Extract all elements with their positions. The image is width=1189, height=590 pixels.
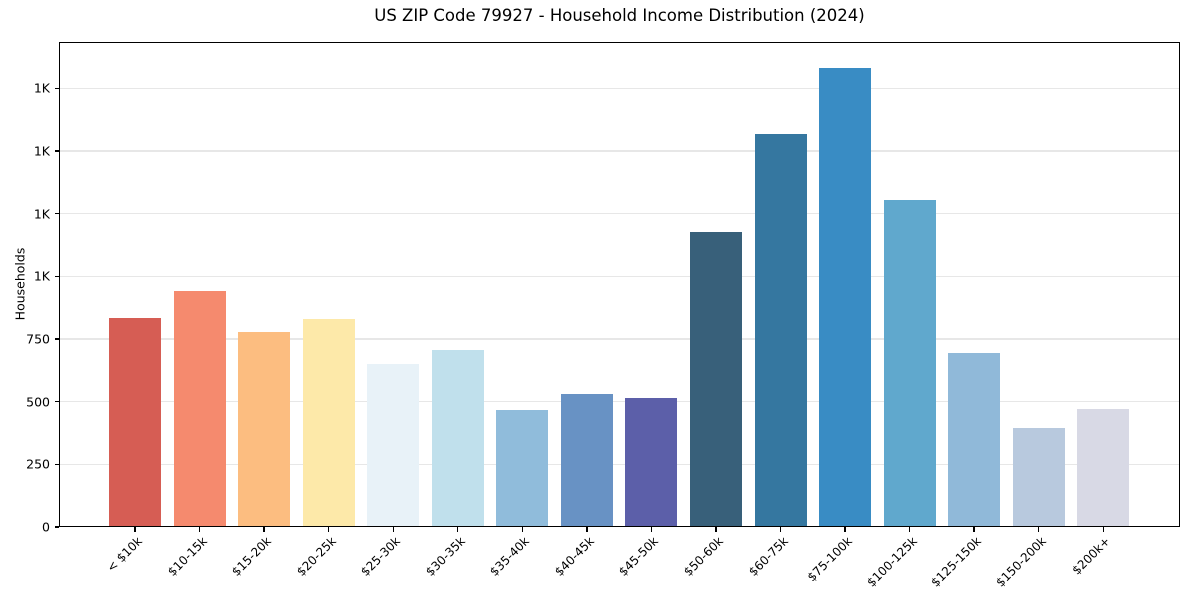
y-tick-label: 250: [26, 456, 50, 472]
y-tick-mark: [54, 150, 59, 152]
bar: [948, 352, 1001, 527]
x-tick-mark: [908, 527, 911, 532]
y-axis-label: Households: [12, 247, 28, 321]
gridline: [59, 150, 1180, 152]
bar: [1077, 408, 1130, 527]
x-tick-mark: [1038, 527, 1040, 532]
y-tick-mark: [54, 275, 59, 278]
gridline: [59, 463, 1180, 465]
gridline: [59, 213, 1180, 215]
x-tick-label: < $10k: [104, 534, 145, 575]
gridline: [59, 401, 1180, 403]
y-tick-mark: [54, 526, 59, 528]
x-tick-mark: [263, 527, 265, 532]
bar: [496, 409, 549, 527]
y-tick-mark: [54, 463, 59, 466]
bar: [1012, 427, 1065, 527]
y-tick-label: 1K: [33, 80, 50, 96]
y-tick-label: 750: [26, 331, 50, 347]
bar: [754, 134, 807, 527]
gridline: [59, 87, 1180, 89]
y-tick-label: 1K: [33, 206, 50, 222]
y-tick-label: 0: [42, 519, 50, 535]
bar: [109, 317, 161, 527]
x-tick-mark: [521, 527, 523, 532]
y-tick-label: 1K: [33, 143, 50, 159]
bar: [302, 318, 355, 527]
bar: [689, 232, 742, 527]
plot-area: 0 250 500 750 1K 1K 1K 1K < $10k $10-15k $15-20k $2…: [26, 42, 1180, 590]
x-tick-mark: [586, 527, 588, 532]
y-tick-mark: [54, 338, 59, 340]
x-tick-mark: [327, 527, 330, 532]
x-tick-mark: [392, 527, 394, 532]
bar: [431, 350, 484, 527]
gridline: [59, 338, 1180, 340]
x-tick-mark: [973, 527, 975, 532]
x-tick-mark: [1102, 527, 1104, 532]
y-tick-label: 500: [26, 394, 50, 410]
x-tick-mark: [457, 527, 459, 532]
bar: [625, 397, 678, 527]
bar: [238, 332, 291, 527]
bar: [819, 68, 872, 527]
x-tick-mark: [134, 527, 136, 532]
bar: [560, 393, 613, 527]
x-tick-mark: [844, 527, 846, 532]
gridline: [59, 275, 1180, 277]
bar: [883, 200, 936, 527]
x-tick-mark: [715, 527, 717, 532]
bar: [173, 290, 226, 527]
y-tick-mark: [54, 400, 59, 403]
x-tick-mark: [198, 527, 201, 532]
chart-title: US ZIP Code 79927 - Household Income Dis…: [374, 6, 865, 25]
x-tick-mark: [650, 527, 653, 532]
y-tick-mark: [54, 87, 59, 90]
y-tick-label: 1K: [33, 268, 50, 284]
y-tick-mark: [54, 212, 59, 215]
bar: [367, 364, 420, 527]
x-tick-mark: [779, 527, 782, 532]
